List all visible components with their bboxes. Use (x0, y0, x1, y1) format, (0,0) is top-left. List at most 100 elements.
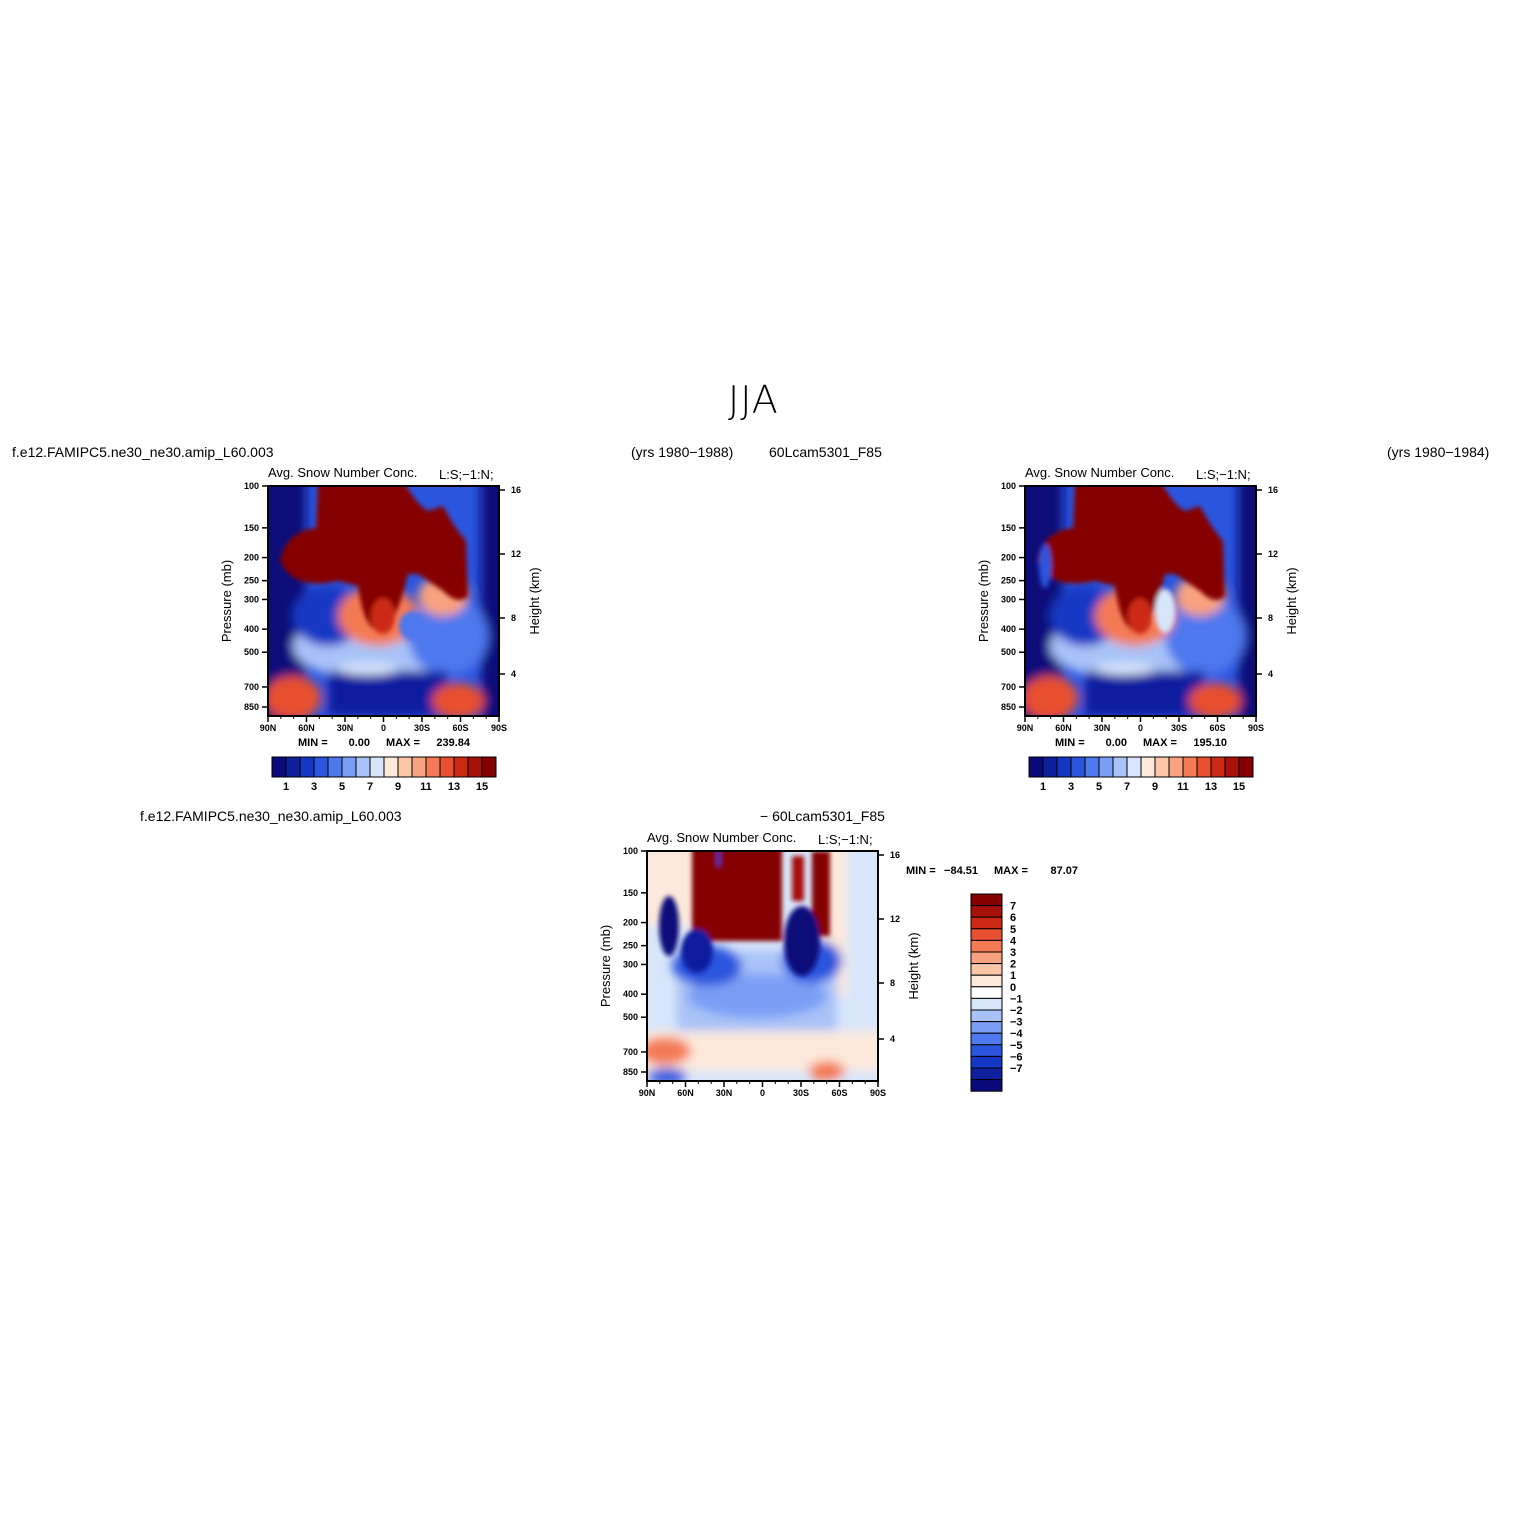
x-tick-label: 90N (1017, 723, 1034, 733)
y-tick-label: 300 (244, 594, 259, 604)
colorbar-swatch (970, 963, 1003, 976)
x-tick-label: 60S (831, 1088, 847, 1098)
x-tick-label: 30S (1171, 723, 1187, 733)
min-label: MIN = (298, 737, 328, 749)
colorbar-label: 13 (1205, 781, 1217, 793)
plot-units: L:S;−1:N; (439, 467, 494, 482)
colorbar-swatch (1210, 756, 1226, 778)
colorbar-swatch (1028, 756, 1044, 778)
y2-axis-label: Height (km) (527, 567, 542, 634)
y2-tick-label: 8 (890, 978, 895, 988)
x-tick-label: 60N (677, 1088, 694, 1098)
x-tick-label: 90S (870, 1088, 886, 1098)
y2-tick-label: 4 (511, 669, 516, 679)
colorbar-swatch (425, 756, 441, 778)
y-tick-label: 250 (244, 576, 259, 586)
colorbar-label: 1 (1010, 970, 1016, 982)
min-value: −84.51 (944, 865, 978, 877)
colorbar-swatch (970, 939, 1003, 953)
page-title: JJA (728, 378, 779, 422)
contour-field (268, 486, 499, 716)
colorbar-label: 6 (1010, 912, 1016, 924)
colorbar-swatch (970, 1079, 1003, 1092)
y2-tick-label: 8 (511, 613, 516, 623)
y-tick-label: 700 (623, 1047, 638, 1057)
colorbar-label: 1 (283, 781, 289, 793)
x-tick-label: 60N (298, 723, 315, 733)
colorbar-swatch (970, 1055, 1003, 1069)
colorbar-swatch (970, 1009, 1003, 1023)
plot-title: Avg. Snow Number Conc. (647, 830, 796, 845)
x-tick-label: 30S (414, 723, 430, 733)
colorbar-label: 7 (367, 781, 373, 793)
y-tick-label: 700 (1001, 682, 1016, 692)
colorbar-swatch (341, 756, 357, 778)
colorbar-swatch (439, 756, 455, 778)
colorbar-label: −5 (1010, 1040, 1023, 1052)
x-tick-label: 30N (1094, 723, 1111, 733)
max-label: MAX = (1143, 737, 1177, 749)
colorbar-swatch (1140, 756, 1156, 778)
y-tick-label: 500 (1001, 647, 1016, 657)
colorbar-swatch (970, 986, 1003, 999)
y-tick-label: 500 (244, 647, 259, 657)
colorbar-swatch (970, 1021, 1003, 1034)
plot-title: Avg. Snow Number Conc. (268, 465, 417, 480)
left-case-label: f.e12.FAMIPC5.ne30_ne30.amip_L60.003 (12, 444, 274, 460)
y2-tick-label: 16 (1268, 485, 1278, 495)
y-tick-label: 400 (623, 989, 638, 999)
colorbar-label: 7 (1124, 781, 1130, 793)
contour-field (1025, 486, 1256, 716)
colorbar-swatch (1196, 756, 1212, 778)
x-tick-label: 30N (716, 1088, 733, 1098)
y-tick-label: 150 (623, 888, 638, 898)
colorbar-swatch (271, 756, 287, 778)
colorbar-swatch (1056, 756, 1072, 778)
colorbar-label: 3 (1068, 781, 1074, 793)
colorbar-swatch (355, 756, 371, 778)
y-tick-label: 150 (1001, 523, 1016, 533)
plot-title: Avg. Snow Number Conc. (1025, 465, 1174, 480)
x-tick-label: 60S (1209, 723, 1225, 733)
colorbar-label: 15 (1233, 781, 1245, 793)
colorbar-swatch (369, 756, 385, 778)
y2-tick-label: 4 (890, 1034, 895, 1044)
colorbar-label: 15 (476, 781, 488, 793)
y-tick-label: 400 (1001, 624, 1016, 634)
colorbar-swatch (299, 756, 315, 778)
colorbar-label: 3 (311, 781, 317, 793)
y2-tick-label: 16 (890, 850, 900, 860)
colorbar-label: −1 (1010, 993, 1023, 1005)
colorbar-label: 5 (1010, 924, 1016, 936)
y-tick-label: 850 (1001, 702, 1016, 712)
colorbar-swatch (970, 974, 1003, 988)
colorbar-label: 5 (1096, 781, 1102, 793)
max-value: 87.07 (1050, 865, 1078, 877)
max-label: MAX = (386, 737, 420, 749)
colorbar-swatch (970, 1032, 1003, 1046)
y-tick-label: 200 (1001, 553, 1016, 563)
y-tick-label: 850 (623, 1067, 638, 1077)
x-tick-label: 30S (793, 1088, 809, 1098)
min-label: MIN = (906, 865, 936, 877)
colorbar-swatch (1042, 756, 1058, 778)
contour-field (647, 851, 878, 1081)
y-tick-label: 100 (1001, 481, 1016, 491)
colorbar-swatch (1098, 756, 1114, 778)
colorbar-swatch (1168, 756, 1184, 778)
max-value: 195.10 (1193, 737, 1227, 749)
y2-tick-label: 12 (1268, 549, 1278, 559)
right-case-label: 60Lcam5301_F85 (769, 444, 882, 460)
y-tick-label: 400 (244, 624, 259, 634)
colorbar-swatch (970, 893, 1003, 907)
colorbar-swatch (970, 916, 1003, 930)
min-label: MIN = (1055, 737, 1085, 749)
colorbar-swatch (313, 756, 329, 778)
diff-case-right-label: − 60Lcam5301_F85 (760, 808, 885, 824)
colorbar-swatch (453, 756, 469, 778)
colorbar-label: −4 (1010, 1028, 1023, 1040)
y-tick-label: 150 (244, 523, 259, 533)
y-tick-label: 500 (623, 1012, 638, 1022)
colorbar-swatch (1154, 756, 1170, 778)
colorbar-swatch (970, 951, 1003, 965)
